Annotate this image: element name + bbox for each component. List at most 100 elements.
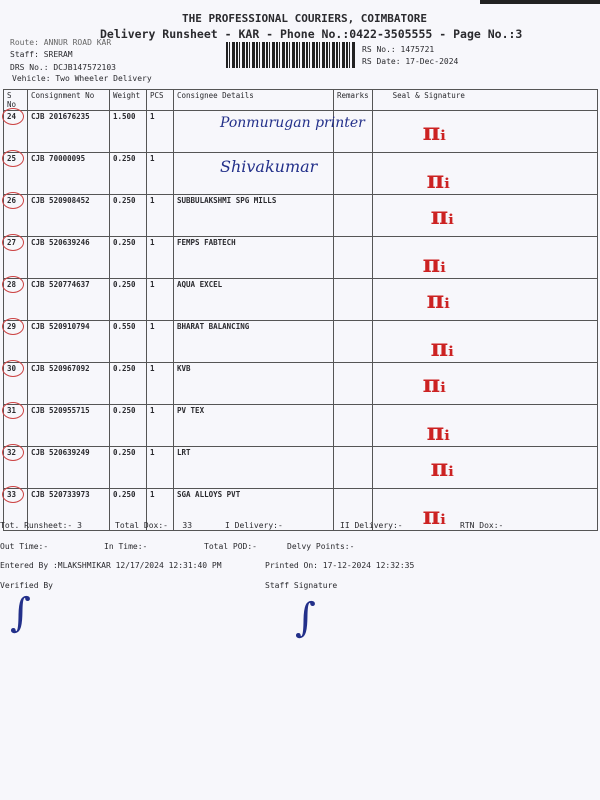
tot-runsheet: Tot. Runsheet:- 3 (0, 521, 82, 530)
row-consignee: SGA ALLOYS PVT (173, 488, 334, 531)
table-row: 26 CJB 520908452 0.250 1 SUBBULAKSHMI SPG MI… (2, 192, 599, 237)
table-row: 31 CJB 520955715 0.250 1 PV TEX πᵢ (2, 402, 599, 447)
row-weight: 0.250 (109, 488, 147, 531)
col-consignment: Consignment No (27, 89, 110, 111)
delivery-signature-mark: πᵢ (426, 285, 450, 314)
delvy-points: Delvy Points:- (287, 542, 355, 551)
row-consignee: SUBBULAKSHMI SPG MILLS (173, 194, 334, 237)
row-remarks (333, 446, 373, 489)
row-seal: πᵢ (371, 152, 599, 195)
row-weight: 0.250 (109, 152, 147, 195)
col-remarks: Remarks (333, 89, 373, 111)
row-consignment: CJB 520639249 (27, 446, 110, 489)
row-consignee: KVB (173, 362, 334, 405)
row-seal: πᵢ (371, 404, 599, 447)
delivery-signature-mark: πᵢ (422, 369, 446, 398)
table-row: 32 CJB 520639249 0.250 1 LRT πᵢ (2, 444, 599, 489)
ink-circle (2, 108, 24, 125)
row-pcs: 1 (146, 404, 174, 447)
row-consignment: CJB 70000095 (27, 152, 110, 195)
delivery-signature-mark: πᵢ (430, 453, 454, 482)
row-seal: πᵢ (371, 110, 599, 153)
ii-delivery: II Delivery:- (340, 521, 403, 530)
row-consignee: BHARAT BALANCING (173, 320, 334, 363)
row-weight: 0.250 (109, 404, 147, 447)
delivery-signature-mark: πᵢ (426, 417, 450, 446)
row-weight: 0.250 (109, 194, 147, 237)
row-sno: 30 (2, 360, 28, 405)
table-row: 25 CJB 70000095 0.250 1 πᵢ (2, 150, 599, 195)
row-sno: 25 (2, 150, 28, 195)
staff-signature-label: Staff Signature (265, 581, 338, 590)
in-time: In Time:- (104, 542, 148, 551)
row-consignee (173, 152, 334, 195)
row-remarks (333, 278, 373, 321)
runsheet-title: Delivery Runsheet - KAR - Phone No.:0422… (100, 27, 523, 41)
row-consignment: CJB 520733973 (27, 488, 110, 531)
row-seal: πᵢ (371, 194, 599, 237)
table-row: 33 CJB 520733973 0.250 1 SGA ALLOYS PVT πᵢ (2, 486, 599, 531)
row-seal: πᵢ (371, 488, 599, 531)
row-pcs: 1 (146, 278, 174, 321)
verifier-signature: ∫ (10, 590, 31, 636)
row-pcs: 1 (146, 236, 174, 279)
row-consignment: CJB 520908452 (27, 194, 110, 237)
delivery-signature-mark: πᵢ (422, 501, 446, 530)
row-consignee: PV TEX (173, 404, 334, 447)
ink-circle (2, 318, 24, 335)
row-consignee: FEMPS FABTECH (173, 236, 334, 279)
rtn-dox: RTN Dox:- (460, 521, 504, 530)
table-row: 29 CJB 520910794 0.550 1 BHARAT BALANCING πᵢ (2, 318, 599, 363)
runsheet-table: S No Consignment No Weight PCS Consignee… (2, 89, 599, 531)
table-header: S No Consignment No Weight PCS Consignee… (3, 89, 599, 111)
row-sno: 28 (2, 276, 28, 321)
barcode (226, 42, 356, 68)
row-consignee: AQUA EXCEL (173, 278, 334, 321)
row-seal: πᵢ (371, 320, 599, 363)
delivery-signature-mark: πᵢ (430, 201, 454, 230)
row-sno: 27 (2, 234, 28, 279)
ink-circle (2, 192, 24, 209)
ink-circle (2, 402, 24, 419)
handwritten-consignee: Ponmurugan printer (220, 115, 365, 131)
row-seal: πᵢ (371, 446, 599, 489)
row-weight: 0.550 (109, 320, 147, 363)
col-consignee: Consignee Details (173, 89, 334, 111)
row-consignment: CJB 520910794 (27, 320, 110, 363)
ink-circle (2, 276, 24, 293)
delivery-signature-mark: πᵢ (422, 249, 446, 278)
row-remarks (333, 362, 373, 405)
entered-by: Entered By :MLAKSHMIKAR 12/17/2024 12:31… (0, 561, 222, 570)
row-sno: 33 (2, 486, 28, 531)
table-row: 27 CJB 520639246 0.250 1 FEMPS FABTECH πᵢ (2, 234, 599, 279)
table-row: 24 CJB 201676235 1.500 1 πᵢ (2, 108, 599, 153)
rs-date: RS Date: 17-Dec-2024 (362, 57, 459, 66)
row-remarks (333, 152, 373, 195)
ink-circle (2, 234, 24, 251)
row-consignment: CJB 520967092 (27, 362, 110, 405)
row-remarks (333, 320, 373, 363)
row-sno: 29 (2, 318, 28, 363)
vehicle: Vehicle: Two Wheeler Delivery (12, 74, 152, 83)
route: Route: ANNUR ROAD KAR (10, 38, 112, 47)
table-row: 28 CJB 520774637 0.250 1 AQUA EXCEL πᵢ (2, 276, 599, 321)
row-seal: πᵢ (371, 362, 599, 405)
total-dox: Total Dox:- 33 (115, 521, 193, 530)
row-weight: 0.250 (109, 362, 147, 405)
row-pcs: 1 (146, 152, 174, 195)
rs-no: RS No.: 1475721 (362, 45, 435, 54)
ink-circle (2, 360, 24, 377)
row-consignment: CJB 520639246 (27, 236, 110, 279)
col-weight: Weight (109, 89, 147, 111)
row-remarks (333, 110, 373, 153)
row-remarks (333, 194, 373, 237)
scan-edge (480, 0, 600, 4)
row-consignee: LRT (173, 446, 334, 489)
row-pcs: 1 (146, 110, 174, 153)
verified-by-label: Verified By (0, 581, 53, 590)
staff-signature: ∫ (295, 595, 316, 641)
row-sno: 32 (2, 444, 28, 489)
row-remarks (333, 488, 373, 531)
delivery-signature-mark: πᵢ (422, 117, 446, 146)
out-time: Out Time:- (0, 542, 49, 551)
